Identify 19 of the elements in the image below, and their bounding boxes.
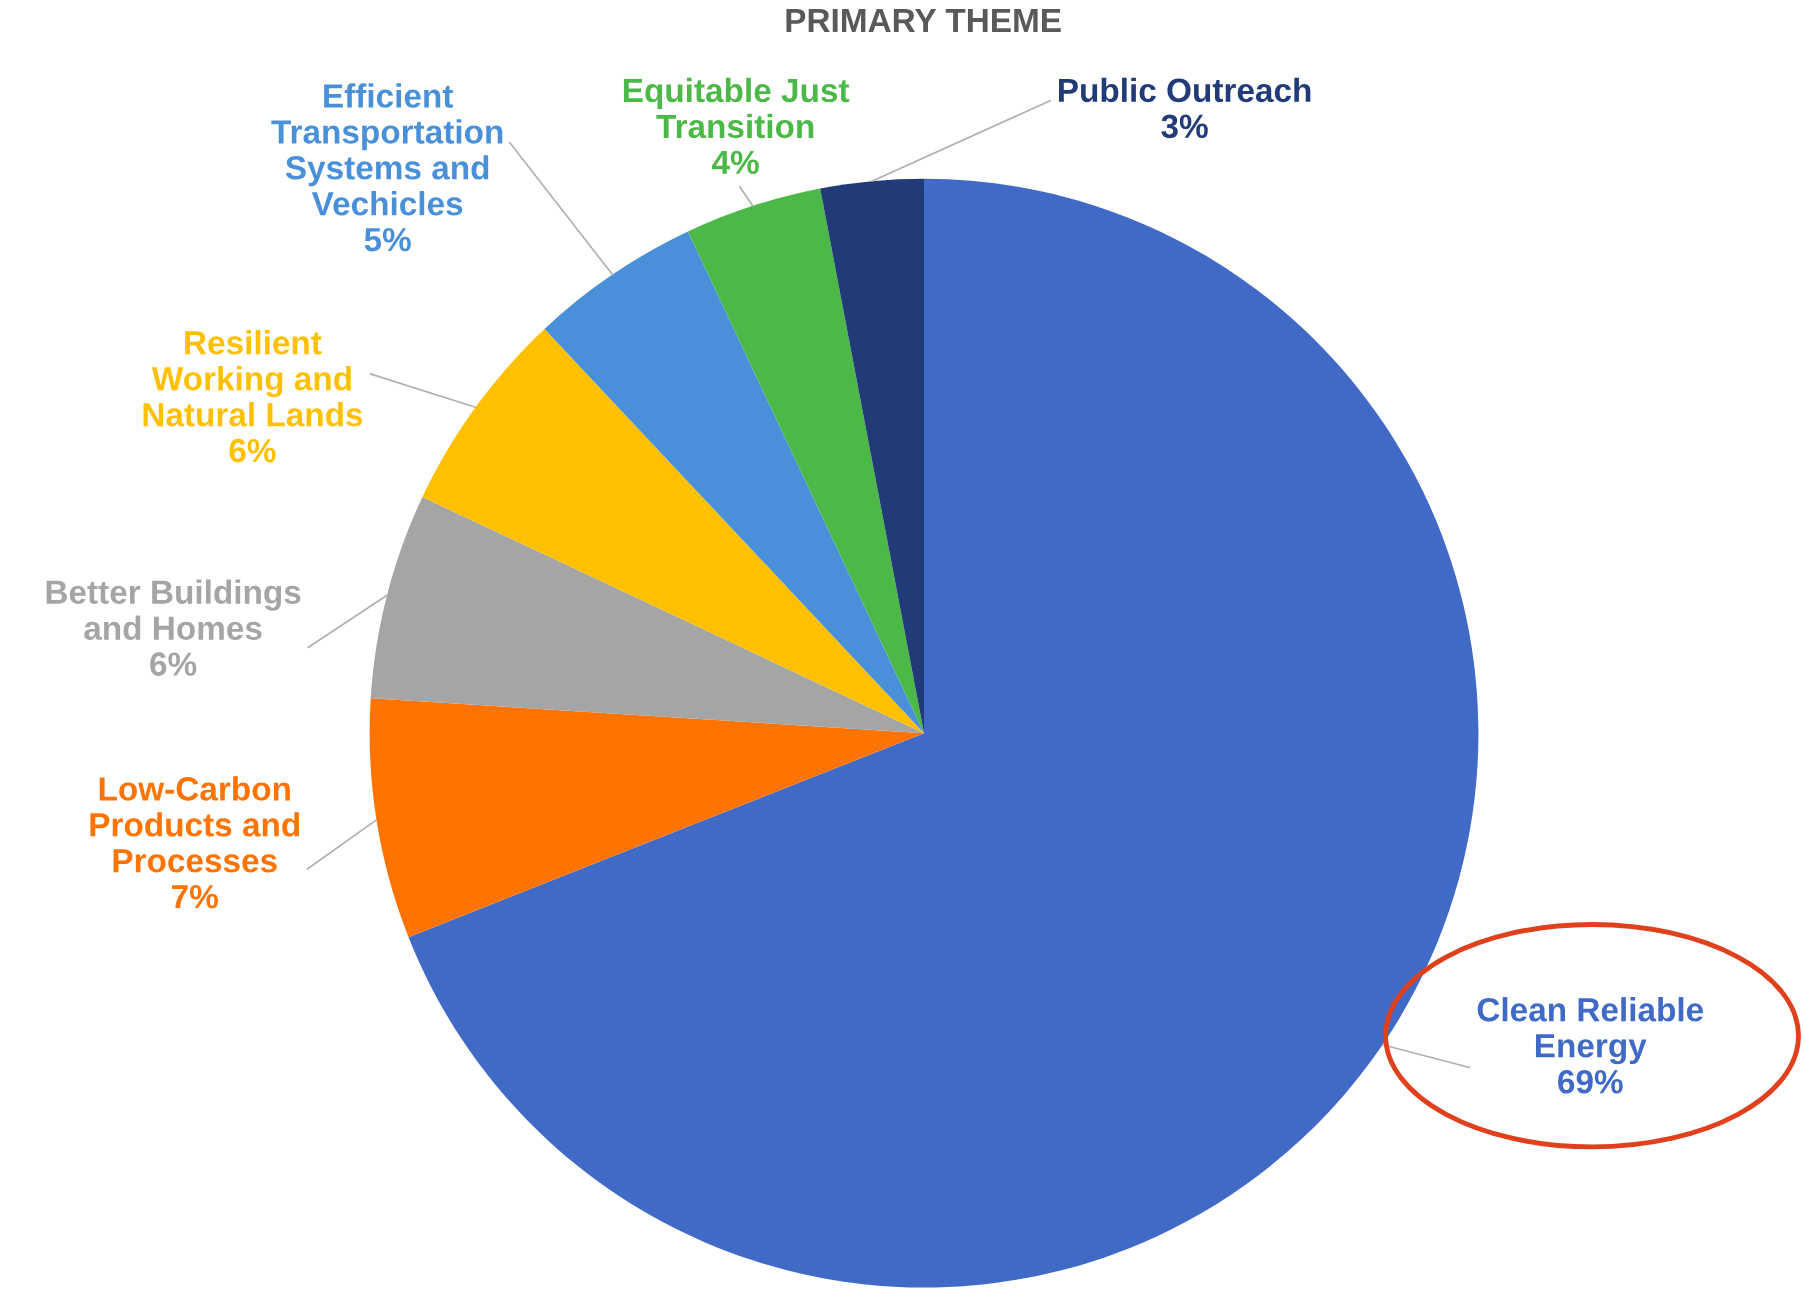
data-label: 6% [150, 652, 197, 676]
pie-slice [544, 231, 925, 734]
slice-label: Low-Carbon Products and Processes [90, 776, 300, 873]
data-label: 6% [229, 438, 276, 463]
slice-label: Resilient Working and Natural Lands [143, 330, 363, 427]
data-label: 3% [1161, 114, 1208, 139]
data-label: 5% [364, 227, 411, 252]
data-label: 7% [172, 884, 218, 909]
data-label: 4% [712, 150, 759, 175]
slice-label: Better Buildings and Homes [46, 579, 301, 640]
slice-label: Efficient Transportation Systems and Vechicles [271, 83, 503, 216]
pie-slice [687, 188, 925, 734]
slice-label: Clean Reliable Energy [1477, 997, 1704, 1065]
chart-title: PRIMARY THEME [786, 8, 1061, 32]
pie-slice [369, 698, 925, 938]
pie-slice [422, 328, 925, 734]
slice-label: Equitable Just Transition [623, 77, 850, 139]
slice-label: Public Outreach [1059, 77, 1311, 103]
data-label: 69% [1558, 1069, 1623, 1094]
